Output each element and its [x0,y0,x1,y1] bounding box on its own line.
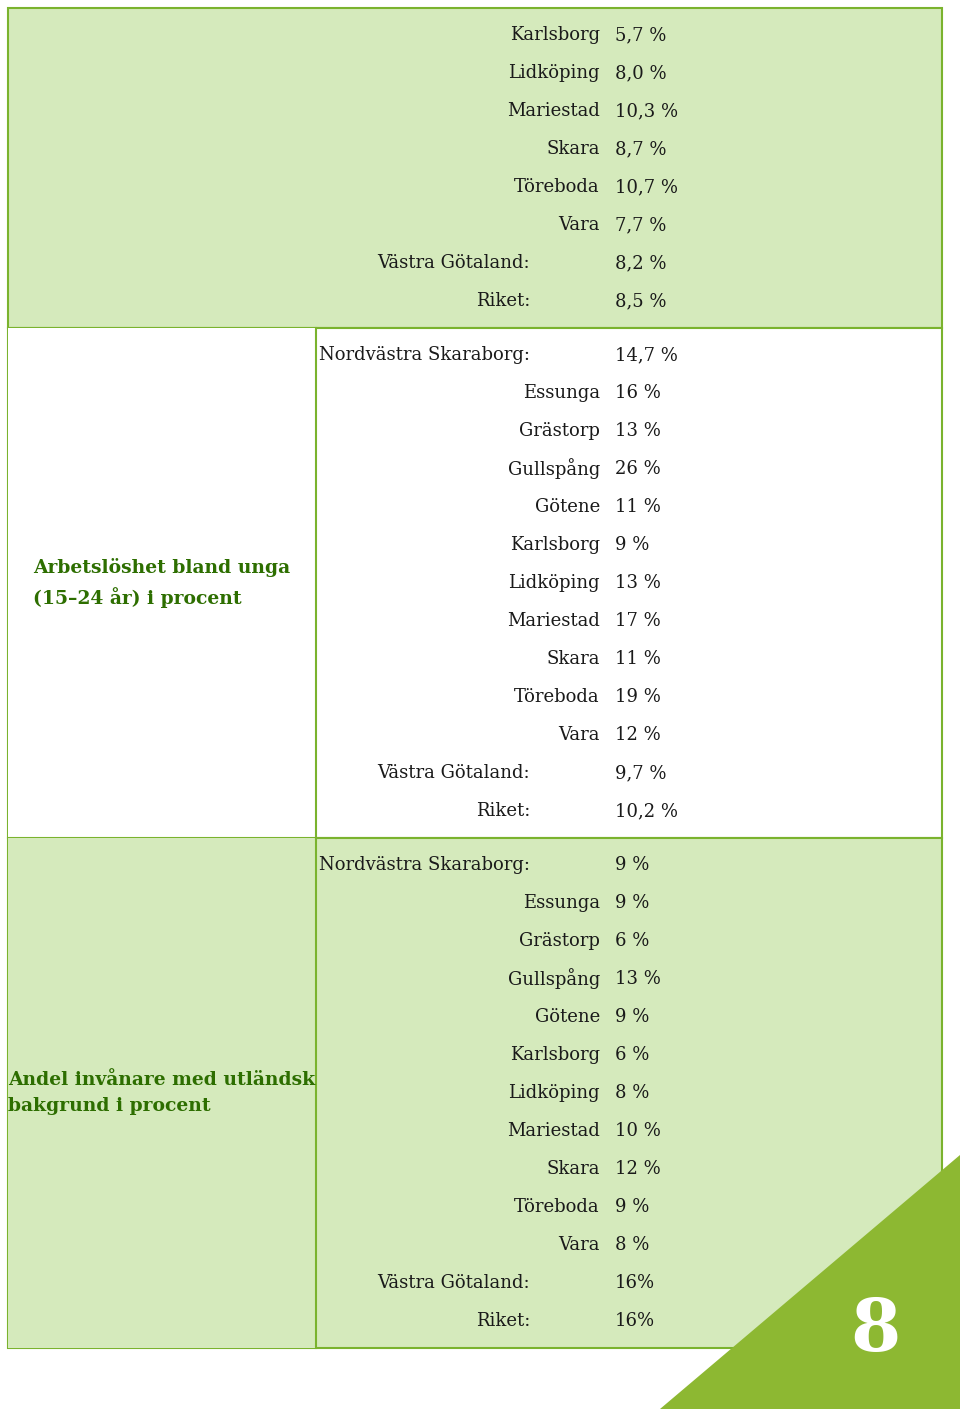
Text: Grästorp: Grästorp [519,931,600,950]
Text: 9 %: 9 % [615,857,649,874]
Text: 8,7 %: 8,7 % [615,139,666,158]
Text: Riket:: Riket: [475,1312,530,1330]
Text: 17 %: 17 % [615,612,660,630]
Text: 8,2 %: 8,2 % [615,254,666,272]
Text: 11 %: 11 % [615,497,660,516]
Text: 16%: 16% [615,1312,655,1330]
Text: Töreboda: Töreboda [515,178,600,196]
Text: 5,7 %: 5,7 % [615,25,666,44]
Bar [8,328,316,838]
Text: 9,7 %: 9,7 % [615,764,666,782]
Text: 13 %: 13 % [615,573,660,592]
Text: Lidköping: Lidköping [509,1084,600,1102]
Text: 16%: 16% [615,1274,655,1292]
Text: 26 %: 26 % [615,459,660,478]
Text: 12 %: 12 % [615,726,660,744]
Text: 8: 8 [850,1295,900,1365]
Text: Riket:: Riket: [475,292,530,310]
Text: Gullspång: Gullspång [508,458,600,479]
Text: Karlsborg: Karlsborg [510,535,600,554]
Text: 9 %: 9 % [615,893,649,912]
Text: 13 %: 13 % [615,423,660,440]
Text: Västra Götaland:: Västra Götaland: [377,1274,530,1292]
Polygon shape [660,1155,960,1409]
Text: 6 %: 6 % [615,931,649,950]
Text: Skara: Skara [546,139,600,158]
Text: Västra Götaland:: Västra Götaland: [377,254,530,272]
Text: Vara: Vara [559,726,600,744]
Text: Götene: Götene [535,497,600,516]
Bar [8,328,942,838]
Text: Riket:: Riket: [475,802,530,820]
Text: 12 %: 12 % [615,1160,660,1178]
Text: 10 %: 10 % [615,1122,660,1140]
Bar [8,8,942,328]
Text: Töreboda: Töreboda [515,1198,600,1216]
Text: 16 %: 16 % [615,385,660,402]
Text: Mariestad: Mariestad [507,612,600,630]
Text: Arbetslöshet bland unga
(15–24 år) i procent: Arbetslöshet bland unga (15–24 år) i pro… [34,558,291,609]
Text: Töreboda: Töreboda [515,688,600,706]
Text: 7,7 %: 7,7 % [615,216,666,234]
Text: Lidköping: Lidköping [509,63,600,82]
Text: 10,3 %: 10,3 % [615,101,678,120]
Text: Grästorp: Grästorp [519,423,600,440]
Text: 6 %: 6 % [615,1045,649,1064]
Text: Essunga: Essunga [523,893,600,912]
Text: 10,7 %: 10,7 % [615,178,678,196]
Text: 8,0 %: 8,0 % [615,63,666,82]
Text: Nordvästra Skaraborg:: Nordvästra Skaraborg: [319,347,530,364]
Text: 8 %: 8 % [615,1236,649,1254]
Bar [8,838,316,1348]
Text: Andel invånare med utländsk
bakgrund i procent: Andel invånare med utländsk bakgrund i p… [9,1071,316,1115]
Text: 9 %: 9 % [615,535,649,554]
Text: Mariestad: Mariestad [507,101,600,120]
Text: 9 %: 9 % [615,1007,649,1026]
Text: Karlsborg: Karlsborg [510,1045,600,1064]
Text: 14,7 %: 14,7 % [615,347,678,364]
Text: Nordvästra Skaraborg:: Nordvästra Skaraborg: [319,857,530,874]
Text: Lidköping: Lidköping [509,573,600,592]
Bar [8,838,942,1348]
Text: Karlsborg: Karlsborg [510,25,600,44]
Text: 11 %: 11 % [615,650,660,668]
Text: Mariestad: Mariestad [507,1122,600,1140]
Text: 8,5 %: 8,5 % [615,292,666,310]
Text: Vara: Vara [559,1236,600,1254]
Text: Skara: Skara [546,650,600,668]
Text: Gullspång: Gullspång [508,968,600,989]
Text: 9 %: 9 % [615,1198,649,1216]
Text: 8 %: 8 % [615,1084,649,1102]
Text: Essunga: Essunga [523,385,600,402]
Text: 13 %: 13 % [615,969,660,988]
Text: 10,2 %: 10,2 % [615,802,678,820]
Text: Västra Götaland:: Västra Götaland: [377,764,530,782]
Text: Skara: Skara [546,1160,600,1178]
Text: Götene: Götene [535,1007,600,1026]
Text: 19 %: 19 % [615,688,660,706]
Text: Vara: Vara [559,216,600,234]
